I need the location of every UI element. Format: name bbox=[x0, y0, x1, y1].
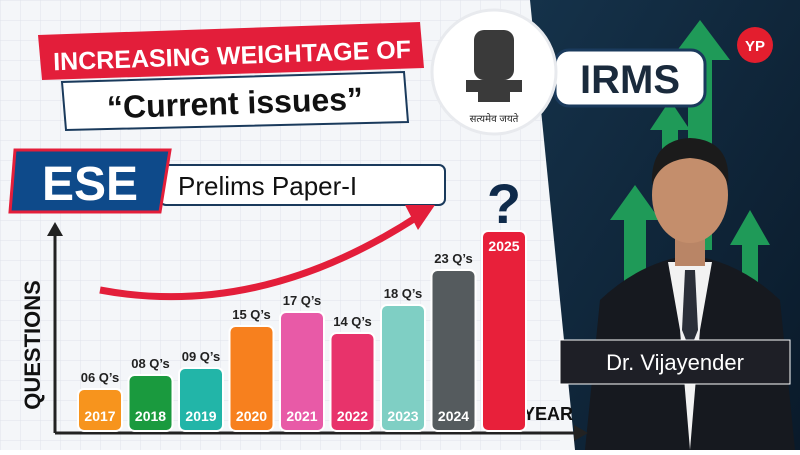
bar bbox=[228, 325, 275, 432]
presenter-box bbox=[559, 339, 791, 385]
value-label: 23 Q’s bbox=[434, 251, 473, 266]
motto: सत्यमेव जयते bbox=[470, 113, 519, 125]
bar bbox=[77, 388, 123, 432]
paper: Prelims Paper-I bbox=[178, 171, 357, 201]
x-tick-label: 2019 bbox=[185, 408, 216, 424]
x-tick-label: 2017 bbox=[84, 408, 115, 424]
service: IRMS bbox=[580, 58, 680, 102]
value-label: 17 Q’s bbox=[283, 293, 322, 308]
x-tick-label: 2024 bbox=[438, 408, 469, 424]
exam-box bbox=[8, 148, 172, 214]
x-tick-label: 2020 bbox=[236, 408, 267, 424]
value-label: 06 Q’s bbox=[81, 370, 120, 385]
exam: ESE bbox=[42, 158, 138, 211]
x-axis-label: YEAR bbox=[523, 404, 573, 424]
topic: “Current issues” bbox=[106, 81, 363, 126]
bar bbox=[329, 332, 376, 432]
bar bbox=[127, 374, 174, 432]
bar bbox=[279, 311, 325, 432]
x-tick-label: 2018 bbox=[135, 408, 166, 424]
x-tick-label: 2023 bbox=[387, 408, 418, 424]
value-label: 18 Q’s bbox=[384, 286, 423, 301]
logo-badge bbox=[737, 27, 773, 63]
x-tick-label: 2022 bbox=[337, 408, 368, 424]
y-axis-arrow bbox=[47, 222, 63, 236]
headline-banner bbox=[38, 22, 424, 80]
trend-arrow bbox=[99, 212, 422, 301]
trend-arrowhead bbox=[405, 205, 435, 230]
value-label: 08 Q’s bbox=[131, 356, 170, 371]
unknown-mark: ? bbox=[487, 172, 521, 235]
logo: YP bbox=[745, 38, 765, 55]
x-axis-arrow bbox=[574, 425, 588, 441]
topic-box bbox=[60, 70, 410, 132]
bar bbox=[380, 304, 426, 432]
x-tick-label: 2021 bbox=[286, 408, 317, 424]
bar bbox=[430, 269, 477, 432]
presenter: Dr. Vijayender bbox=[606, 350, 744, 375]
unknown-bar bbox=[481, 230, 527, 432]
y-axis-label: QUESTIONS bbox=[20, 280, 45, 410]
value-label: 09 Q’s bbox=[182, 349, 221, 364]
value-label: 14 Q’s bbox=[333, 314, 372, 329]
x-tick-label: 2025 bbox=[488, 238, 519, 254]
value-label: 15 Q’s bbox=[232, 307, 271, 322]
emblem bbox=[466, 30, 522, 102]
bar bbox=[178, 367, 224, 432]
